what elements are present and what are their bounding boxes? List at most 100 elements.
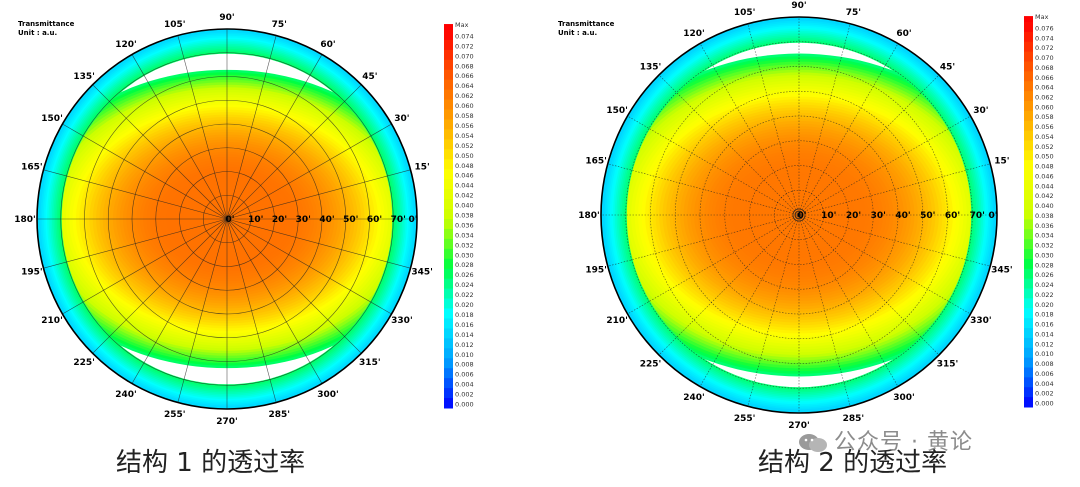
legend-swatch bbox=[1024, 179, 1033, 191]
chart-title: Transmittance bbox=[558, 20, 615, 28]
legend-swatch bbox=[444, 39, 453, 51]
legend-tick-label: 0.024 bbox=[455, 281, 474, 289]
legend-max-label: Max bbox=[1035, 13, 1049, 21]
legend-swatch bbox=[444, 308, 453, 319]
legend-swatch-max bbox=[444, 24, 453, 30]
angle-tick-label: 285' bbox=[843, 414, 865, 424]
grid-ring bbox=[131, 123, 323, 315]
grid-ring bbox=[625, 41, 973, 389]
angle-tick-label: 345' bbox=[991, 265, 1013, 275]
legend-swatch bbox=[444, 358, 453, 369]
legend-swatch bbox=[1024, 258, 1033, 270]
legend-tick-label: 0.074 bbox=[455, 32, 474, 40]
legend-tick-label: 0.044 bbox=[455, 182, 474, 190]
angle-tick-label: 120' bbox=[115, 40, 137, 50]
legend-swatch bbox=[1024, 199, 1033, 211]
legend-tick-label: 0.060 bbox=[455, 102, 474, 110]
legend-swatch bbox=[444, 199, 453, 210]
angle-tick-label: 330' bbox=[391, 316, 413, 326]
legend-tick-label: 0.056 bbox=[1035, 123, 1054, 131]
legend-tick-label: 0.014 bbox=[455, 331, 474, 339]
angle-tick-label: 90' bbox=[219, 13, 234, 23]
legend-swatch bbox=[444, 388, 453, 399]
legend-max-label: Max bbox=[455, 21, 469, 29]
legend-tick-label: 0.010 bbox=[455, 351, 474, 359]
legend-swatch bbox=[444, 398, 453, 409]
legend-tick-label: 0.012 bbox=[455, 341, 474, 349]
legend-swatch bbox=[444, 99, 453, 111]
radial-tick-label: 60' bbox=[945, 211, 960, 221]
legend-swatch bbox=[444, 179, 453, 190]
legend-swatch bbox=[444, 189, 453, 200]
legend-swatch bbox=[1024, 387, 1033, 398]
angle-tick-label: 270' bbox=[788, 421, 810, 431]
legend-tick-label: 0.000 bbox=[1035, 400, 1054, 408]
radial-tick-label: 30' bbox=[871, 211, 886, 221]
legend-swatch bbox=[1024, 170, 1033, 181]
chart-unit: Unit : a.u. bbox=[18, 29, 57, 37]
angle-tick-label: 255' bbox=[734, 414, 756, 424]
legend-swatch bbox=[444, 258, 453, 270]
angle-tick-label: 0' bbox=[408, 215, 417, 225]
angle-tick-label: 150' bbox=[41, 114, 63, 124]
angle-tick-label: 45' bbox=[940, 63, 955, 73]
legend-swatch bbox=[444, 248, 453, 260]
legend-swatch bbox=[1024, 71, 1033, 82]
legend-tick-label: 0.008 bbox=[1035, 360, 1054, 368]
legend-tick-label: 0.046 bbox=[455, 172, 474, 180]
legend-swatch bbox=[1024, 288, 1033, 299]
legend-tick-label: 0.052 bbox=[455, 142, 474, 150]
legend-tick-label: 0.028 bbox=[1035, 261, 1054, 269]
angle-tick-label: 60' bbox=[896, 29, 911, 39]
legend-swatch bbox=[1024, 31, 1033, 43]
legend-tick-label: 0.046 bbox=[1035, 172, 1054, 180]
legend-tick-label: 0.038 bbox=[1035, 212, 1054, 220]
radial-tick-label: 60' bbox=[367, 215, 382, 225]
angle-tick-label: 60' bbox=[320, 40, 335, 50]
legend-swatch bbox=[1024, 347, 1033, 359]
legend-tick-label: 0.062 bbox=[455, 92, 474, 100]
legend-tick-label: 0.062 bbox=[1035, 93, 1054, 101]
angle-tick-label: 105' bbox=[164, 20, 186, 30]
legend-tick-label: 0.070 bbox=[455, 52, 474, 60]
radial-tick-label: 40' bbox=[895, 211, 910, 221]
legend-tick-label: 0.022 bbox=[1035, 291, 1054, 299]
legend-tick-label: 0.030 bbox=[455, 251, 474, 259]
legend-swatch bbox=[1024, 397, 1033, 408]
angle-tick-label: 210' bbox=[41, 316, 63, 326]
polar-border bbox=[36, 28, 418, 410]
radial-tick-label: 30' bbox=[296, 215, 311, 225]
radial-tick-label: 70' bbox=[970, 211, 985, 221]
legend-swatch bbox=[444, 30, 453, 41]
grid-ring bbox=[699, 115, 899, 315]
legend-tick-label: 0.072 bbox=[455, 42, 474, 50]
legend-tick-label: 0.002 bbox=[1035, 390, 1054, 398]
radial-tick-label: 0' bbox=[797, 211, 806, 221]
angle-tick-label: 315' bbox=[937, 359, 959, 369]
angle-tick-label: 75' bbox=[846, 8, 861, 18]
legend-swatch bbox=[444, 149, 453, 160]
legend-swatch bbox=[1024, 110, 1033, 122]
watermark: 公众号 · 黄论 bbox=[798, 424, 973, 456]
legend-swatch bbox=[1024, 367, 1033, 378]
legend-swatch bbox=[1024, 318, 1033, 329]
grid-spoke bbox=[798, 43, 899, 216]
legend-tick-label: 0.056 bbox=[455, 122, 474, 130]
grid-ring bbox=[60, 52, 394, 386]
legend-swatch bbox=[444, 228, 453, 240]
grid-ring-center bbox=[796, 212, 802, 218]
legend-swatch bbox=[444, 378, 453, 389]
legend-swatch bbox=[444, 139, 453, 150]
legend-swatch bbox=[1024, 41, 1033, 53]
legend-swatch bbox=[444, 119, 453, 130]
legend-tick-label: 0.016 bbox=[455, 321, 474, 329]
legend-swatch bbox=[1024, 239, 1033, 250]
angle-tick-label: 330' bbox=[970, 316, 992, 326]
legend-swatch bbox=[444, 268, 453, 280]
legend-swatch bbox=[444, 348, 453, 359]
radial-tick-label: 70' bbox=[391, 215, 406, 225]
angle-tick-label: 150' bbox=[606, 106, 628, 116]
angle-tick-label: 195' bbox=[21, 267, 43, 277]
legend-swatch bbox=[1024, 81, 1033, 92]
legend-swatch bbox=[1024, 268, 1033, 280]
